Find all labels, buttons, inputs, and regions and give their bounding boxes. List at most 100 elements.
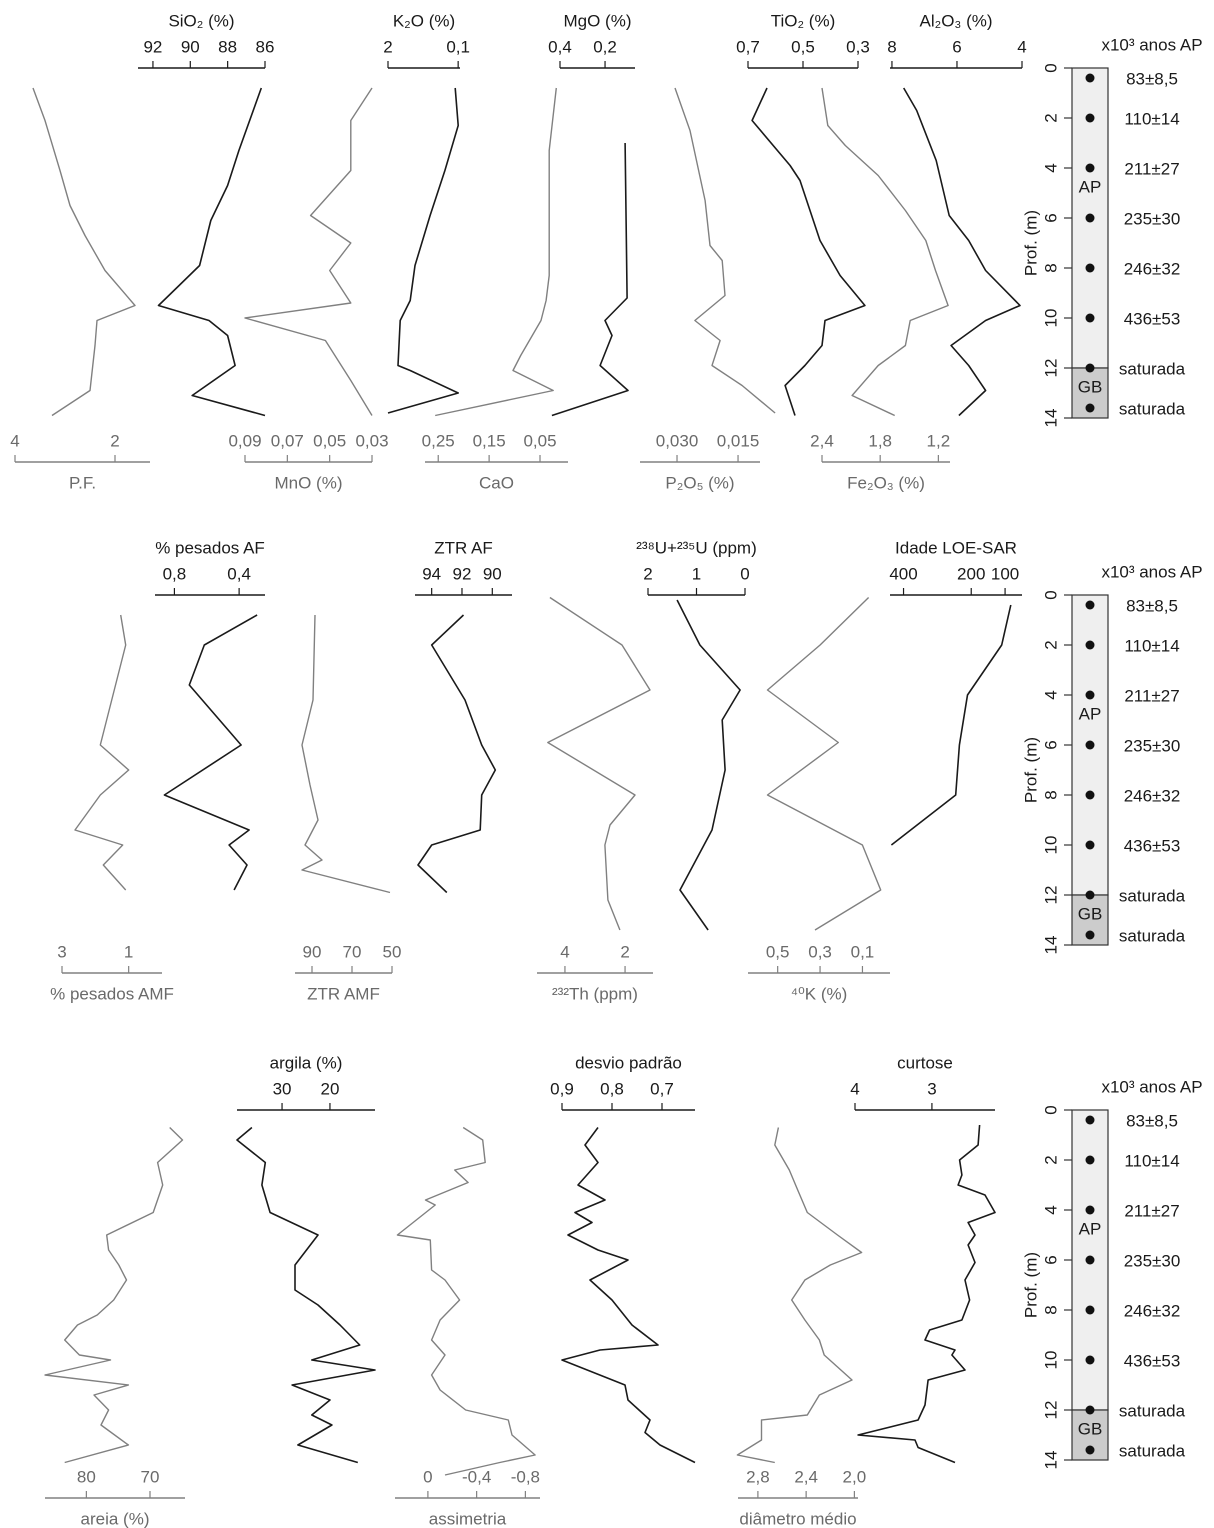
y-tick-label: 4 (1041, 163, 1060, 172)
x-axis-label: P.F. (69, 473, 96, 492)
x-tick-label: 4 (560, 942, 569, 961)
y-tick-label: 8 (1041, 790, 1060, 799)
sample-point (1086, 404, 1095, 413)
sample-point (1086, 1306, 1095, 1315)
x-tick-label: 88 (218, 37, 237, 56)
x-tick-label: 80 (77, 1467, 96, 1486)
x-tick-label: 0,4 (227, 564, 251, 583)
x-axis-label: diâmetro médio (739, 1509, 856, 1528)
x-tick-label: 2 (110, 431, 119, 450)
x-tick-label: 0,9 (550, 1079, 574, 1098)
age-label: 436±53 (1124, 836, 1181, 855)
x-tick-label: 70 (343, 942, 362, 961)
sample-point (1086, 641, 1095, 650)
age-label: 246±32 (1124, 1301, 1181, 1320)
sample-point (1086, 314, 1095, 323)
x-tick-label: 0,5 (766, 942, 790, 961)
x-tick-label: 0,15 (473, 431, 506, 450)
x-axis-label: desvio padrão (575, 1053, 682, 1072)
column-title: x10³ anos AP (1101, 1077, 1202, 1096)
x-tick-label: 200 (957, 564, 985, 583)
sample-point (1086, 691, 1095, 700)
x-tick-label: 0,1 (851, 942, 875, 961)
y-axis-label: Prof. (m) (1021, 1252, 1040, 1318)
y-tick-label: 12 (1041, 1401, 1060, 1420)
x-tick-label: 0,8 (163, 564, 187, 583)
x-tick-label: 100 (991, 564, 1019, 583)
x-tick-label: 90 (483, 564, 502, 583)
sample-point (1086, 891, 1095, 900)
age-label: 110±14 (1124, 109, 1179, 128)
x-tick-label: 0,3 (808, 942, 832, 961)
y-tick-label: 6 (1041, 740, 1060, 749)
age-label: saturada (1119, 1441, 1186, 1460)
y-tick-label: 2 (1041, 1155, 1060, 1164)
x-axis-label: Al₂O₃ (%) (919, 11, 992, 30)
x-axis-label: assimetria (429, 1509, 507, 1528)
age-label: 83±8,5 (1126, 596, 1178, 615)
y-axis-label: Prof. (m) (1021, 210, 1040, 276)
age-label: saturada (1119, 886, 1186, 905)
sample-point (1086, 841, 1095, 850)
x-tick-label: 0,05 (523, 431, 556, 450)
x-axis-label: Fe₂O₃ (%) (847, 473, 925, 492)
x-tick-label: 70 (141, 1467, 160, 1486)
x-tick-label: 1,2 (927, 431, 951, 450)
age-label: 83±8,5 (1126, 1111, 1178, 1130)
y-tick-label: 12 (1041, 359, 1060, 378)
x-tick-label: 50 (383, 942, 402, 961)
sample-point (1086, 1406, 1095, 1415)
column-title: x10³ anos AP (1101, 562, 1202, 581)
x-tick-label: 4 (10, 431, 19, 450)
x-tick-label: 0,2 (593, 37, 617, 56)
x-tick-label: 90 (303, 942, 322, 961)
x-tick-label: 0,015 (717, 431, 760, 450)
age-label: saturada (1119, 926, 1186, 945)
x-tick-label: 86 (256, 37, 275, 56)
x-axis-label: P₂O₅ (%) (665, 473, 734, 492)
x-tick-label: 3 (57, 942, 66, 961)
x-axis-label: areia (%) (81, 1509, 150, 1528)
sample-point (1086, 791, 1095, 800)
y-tick-label: 0 (1041, 590, 1060, 599)
y-tick-label: 0 (1041, 1105, 1060, 1114)
y-tick-label: 10 (1041, 1351, 1060, 1370)
age-label: 246±32 (1124, 259, 1181, 278)
x-tick-label: 0,7 (736, 37, 760, 56)
x-axis-label: argila (%) (270, 1053, 343, 1072)
x-tick-label: 0,5 (791, 37, 815, 56)
age-label: 235±30 (1124, 736, 1181, 755)
x-tick-label: 2 (620, 942, 629, 961)
x-axis-label: ZTR AF (434, 538, 493, 557)
x-tick-label: 2,0 (843, 1467, 867, 1486)
sample-point (1086, 1446, 1095, 1455)
y-tick-label: 14 (1041, 409, 1060, 428)
x-tick-label: 4 (1017, 37, 1026, 56)
x-axis-label: Idade LOE-SAR (895, 538, 1017, 557)
page: 42P.F.92908886SiO₂ (%)0,090,070,050,03Mn… (0, 0, 1214, 1528)
x-tick-label: 0 (740, 564, 749, 583)
x-axis-label: SiO₂ (%) (168, 11, 234, 30)
x-tick-label: 92 (453, 564, 472, 583)
x-tick-label: 0 (423, 1467, 432, 1486)
x-tick-label: 0,030 (656, 431, 699, 450)
y-tick-label: 14 (1041, 1451, 1060, 1470)
age-label: 246±32 (1124, 786, 1181, 805)
sample-point (1086, 364, 1095, 373)
x-tick-label: 0,07 (271, 431, 304, 450)
x-tick-label: 4 (850, 1079, 859, 1098)
sample-point (1086, 164, 1095, 173)
x-tick-label: 0,03 (355, 431, 388, 450)
age-label: saturada (1119, 399, 1186, 418)
x-tick-label: 0,7 (650, 1079, 674, 1098)
sample-point (1086, 1356, 1095, 1365)
unit-label: AP (1079, 704, 1102, 723)
age-label: 211±27 (1124, 1201, 1179, 1220)
x-axis-label: curtose (897, 1053, 953, 1072)
unit-label: GB (1078, 377, 1103, 396)
x-axis-label: ²³⁸U+²³⁵U (ppm) (636, 538, 756, 557)
sample-point (1086, 1116, 1095, 1125)
x-tick-label: 400 (889, 564, 917, 583)
x-axis-label: % pesados AMF (50, 984, 174, 1003)
age-label: saturada (1119, 359, 1186, 378)
